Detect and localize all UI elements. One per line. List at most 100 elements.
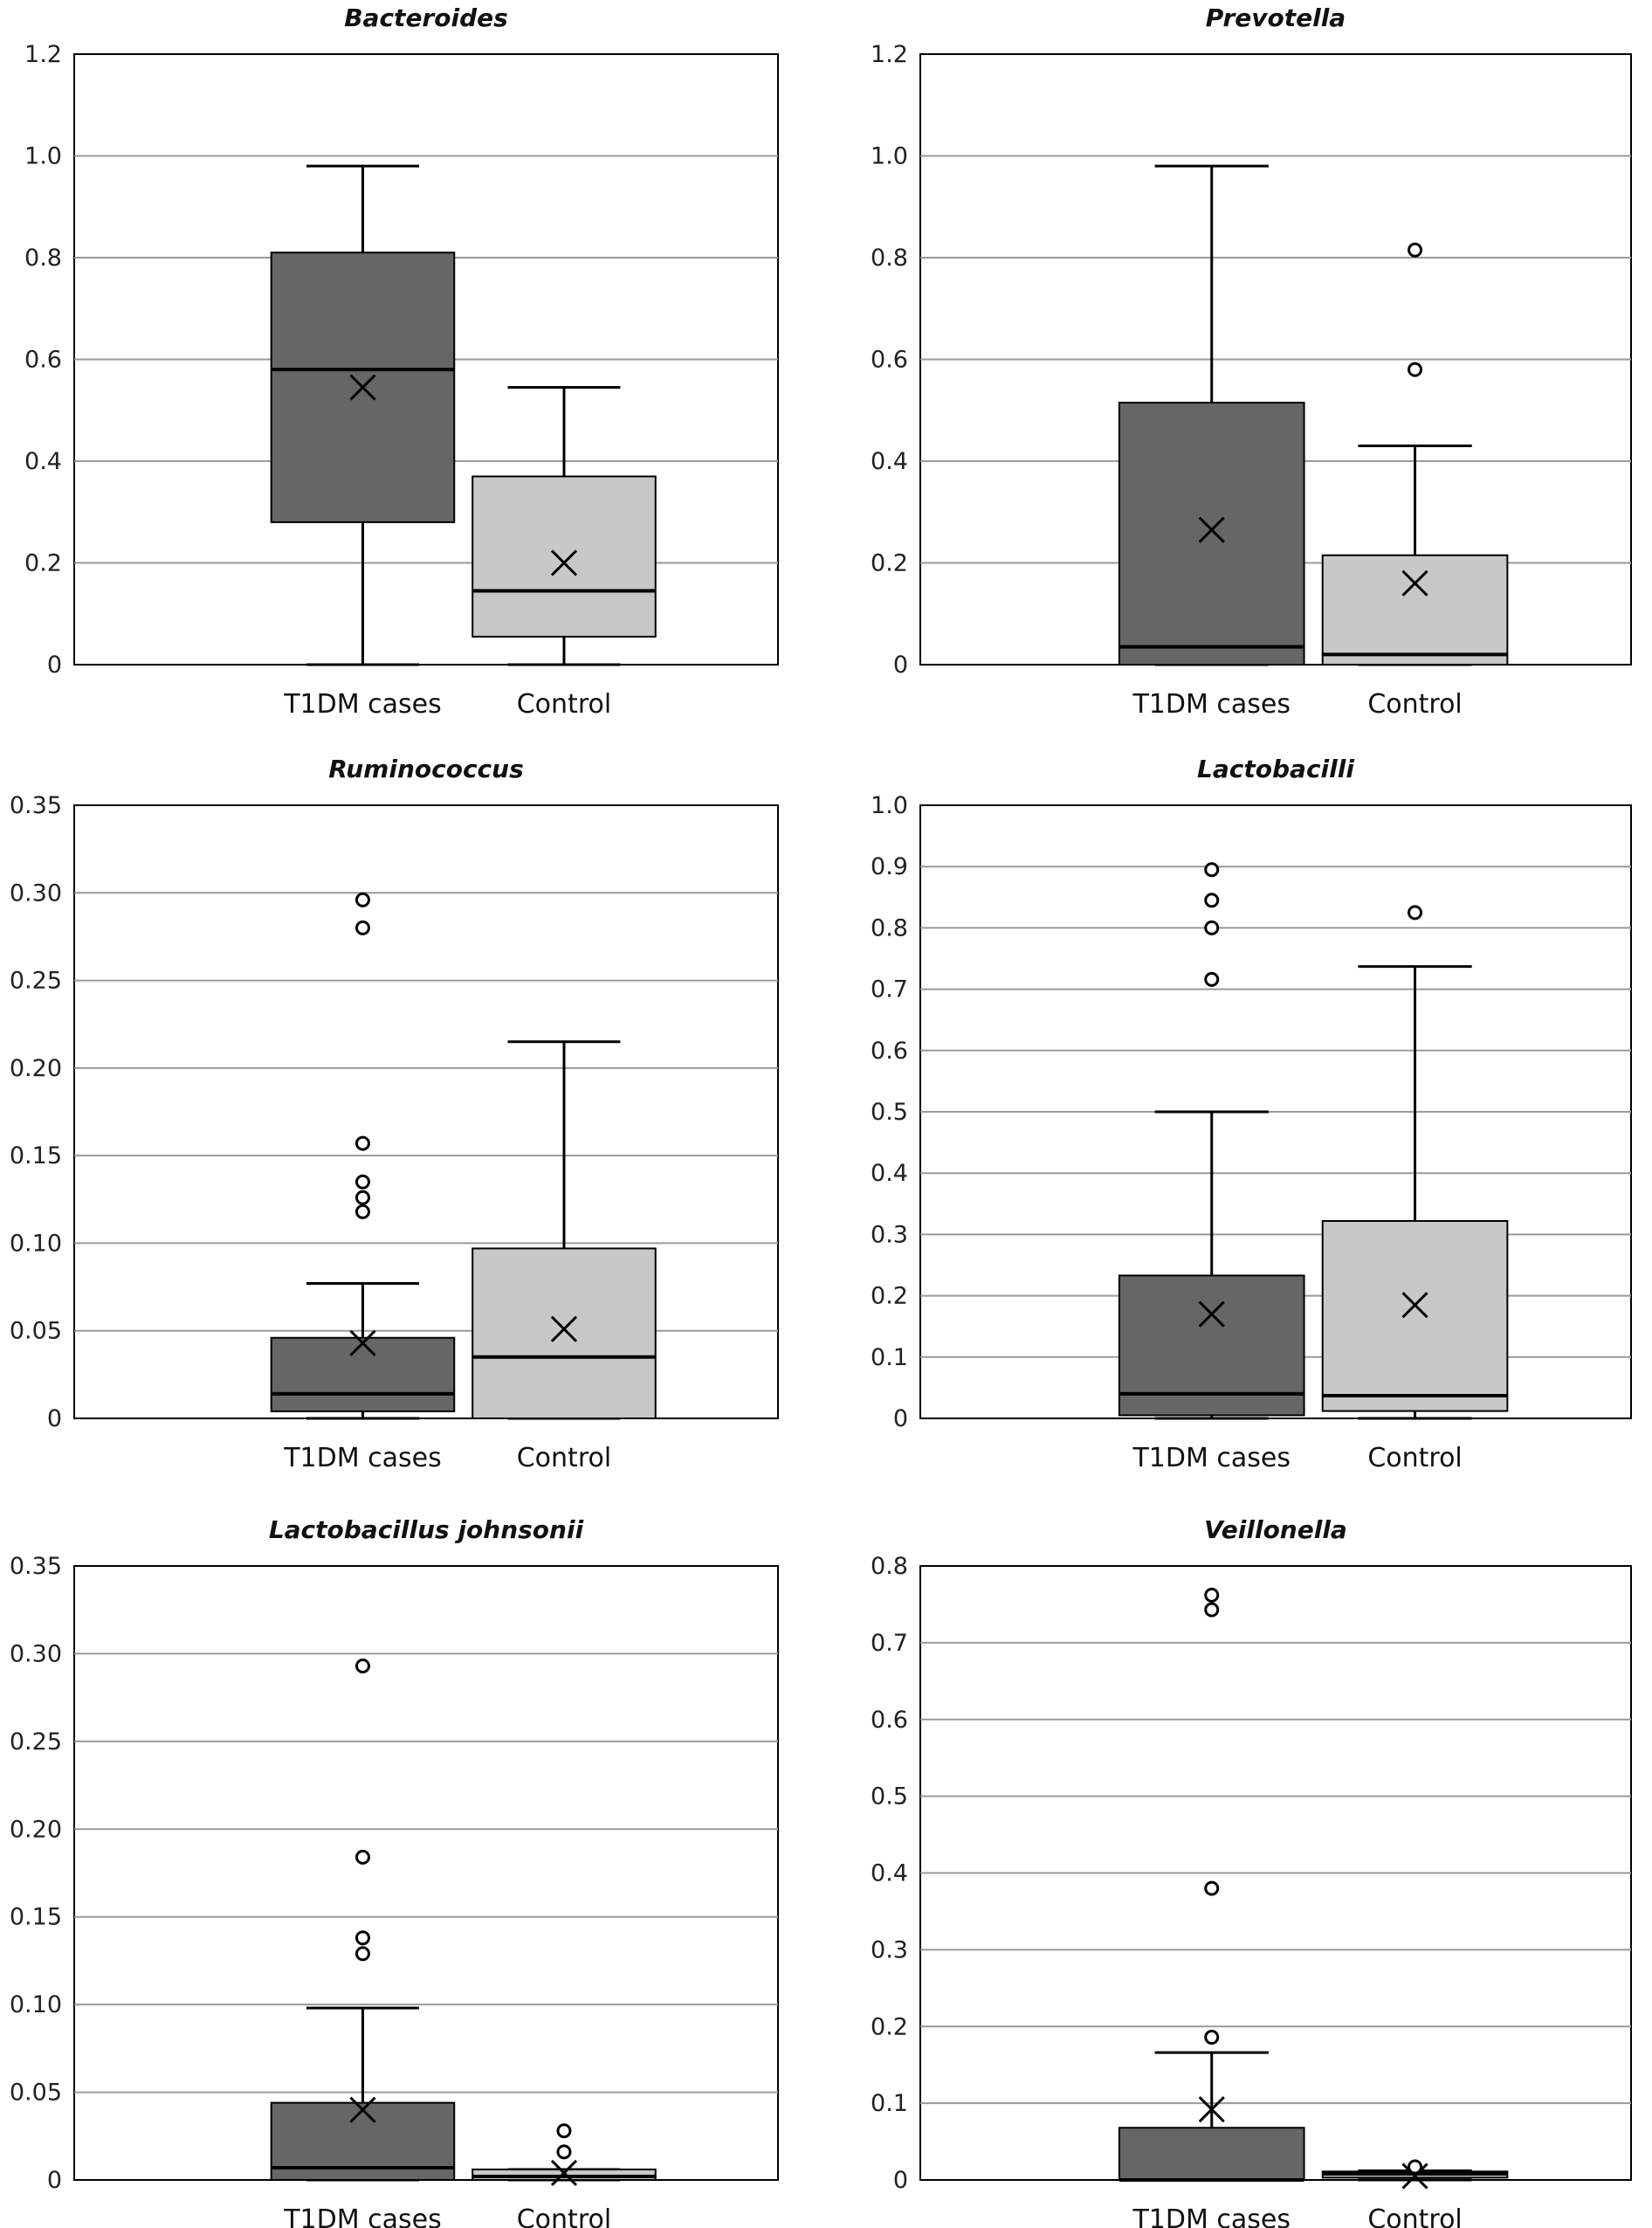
outlier-point xyxy=(1204,1587,1220,1603)
y-tick-label: 0 xyxy=(893,2167,908,2194)
box-iqr xyxy=(472,1247,657,1419)
category-label: Control xyxy=(1367,1443,1462,1473)
box-control xyxy=(472,1040,657,1420)
y-tick-label: 0 xyxy=(47,1405,62,1432)
category-label: T1DM cases xyxy=(283,1443,442,1473)
box-iqr xyxy=(472,475,657,638)
outlier-point xyxy=(1408,362,1423,377)
outlier-point xyxy=(354,1930,370,1946)
category-label: Control xyxy=(517,1443,611,1473)
y-tick-label: 1.0 xyxy=(871,792,908,819)
box-t1dm-cases xyxy=(1118,862,1305,1420)
box-iqr xyxy=(1321,1219,1509,1412)
outlier-point xyxy=(354,1174,370,1190)
category-label: T1DM cases xyxy=(1132,689,1291,720)
chart-title: Lactobacilli xyxy=(1197,755,1354,783)
mean-marker xyxy=(550,1315,578,1342)
panel-bacteroides: 0 0.2 0.4 0.6 0.8 1.0 1.2 Bacteroides T1DM cases… xyxy=(24,3,779,720)
y-tick-label: 0.15 xyxy=(10,1142,62,1169)
outlier-point xyxy=(354,1658,370,1673)
y-tick-label: 0.3 xyxy=(871,1936,908,1963)
category-label: T1DM cases xyxy=(283,2204,442,2228)
mean-marker xyxy=(349,374,376,401)
outlier-point xyxy=(354,1135,370,1151)
mean-marker xyxy=(550,2159,578,2187)
outlier-point xyxy=(354,1204,370,1219)
box-control xyxy=(472,2123,657,2187)
box-t1dm-cases xyxy=(270,892,456,1420)
y-tick-label: 0.6 xyxy=(871,1038,908,1065)
y-tick-label: 0.05 xyxy=(10,1318,62,1345)
y-tick-label: 0.6 xyxy=(871,347,908,374)
mean-marker xyxy=(1198,516,1225,543)
outlier-point xyxy=(354,1849,370,1865)
outlier-point xyxy=(1204,2030,1220,2045)
panel-veillonella: 0 0.1 0.2 0.3 0.4 0.5 0.6 0.7 0.8 Veillonella T1DM… xyxy=(871,1515,1632,2228)
y-tick-label: 0 xyxy=(47,652,62,679)
category-label: T1DM cases xyxy=(1132,2204,1291,2228)
chart-title: Bacteroides xyxy=(344,3,508,32)
outlier-point xyxy=(556,2144,572,2160)
category-label: T1DM cases xyxy=(283,689,442,720)
mean-marker xyxy=(1401,2162,1428,2190)
y-tick-label: 0.05 xyxy=(10,2080,62,2107)
panel-ruminococcus: 0 0.05 0.10 0.15 0.20 0.25 0.30 0.35 Ruminococcu… xyxy=(10,755,779,1473)
box-control xyxy=(1321,905,1509,1420)
y-tick-label: 0.25 xyxy=(10,1728,62,1755)
y-tick-label: 0.6 xyxy=(871,1707,908,1734)
box-t1dm-cases xyxy=(1118,1587,1305,2182)
panel-prevotella: 0 0.2 0.4 0.6 0.8 1.0 1.2 Prevotella T1DM cases C… xyxy=(871,3,1632,720)
y-tick-label: 0.8 xyxy=(871,245,908,272)
y-tick-label: 0.30 xyxy=(10,879,62,907)
box-control xyxy=(472,386,657,666)
y-tick-label: 0.1 xyxy=(871,2090,908,2117)
box-t1dm-cases xyxy=(270,164,456,666)
y-tick-label: 0.10 xyxy=(10,1991,62,2018)
y-tick-label: 0.7 xyxy=(871,1630,908,1657)
category-label: Control xyxy=(517,2204,611,2228)
y-tick-label: 0 xyxy=(893,652,908,679)
y-tick-label: 0.10 xyxy=(10,1230,62,1257)
box-t1dm-cases xyxy=(1118,164,1305,666)
y-tick-label: 0.35 xyxy=(10,1553,62,1580)
box-iqr xyxy=(1321,554,1509,666)
outlier-point xyxy=(556,2123,572,2139)
y-tick-label: 0.6 xyxy=(24,347,62,374)
y-tick-label: 0.30 xyxy=(10,1640,62,1667)
chart-title: Ruminococcus xyxy=(328,755,524,783)
y-tick-label: 0.2 xyxy=(871,2013,908,2040)
box-t1dm-cases xyxy=(270,1658,456,2182)
outlier-point xyxy=(1408,905,1423,921)
outlier-point xyxy=(1204,893,1220,908)
y-tick-label: 0.9 xyxy=(871,853,908,880)
category-label: T1DM cases xyxy=(1132,1443,1291,1473)
outlier-point xyxy=(1204,971,1220,987)
outlier-point xyxy=(1204,920,1220,935)
box-control xyxy=(1321,242,1509,666)
outlier-point xyxy=(354,920,370,935)
y-tick-label: 0.8 xyxy=(871,914,908,942)
y-tick-label: 1.0 xyxy=(871,143,908,170)
y-tick-label: 0.35 xyxy=(10,792,62,819)
box-control xyxy=(1321,2159,1509,2190)
mean-marker xyxy=(1401,569,1428,597)
chart-title: Prevotella xyxy=(1206,3,1346,32)
mean-marker xyxy=(1198,2096,1225,2123)
mean-marker xyxy=(349,2096,376,2123)
outlier-point xyxy=(1204,862,1220,878)
panel-lactobacilli: 0 0.1 0.2 0.3 0.4 0.5 0.6 0.7 0.8 0.9 1.0 Lactobaci… xyxy=(871,755,1632,1473)
outlier-point xyxy=(354,892,370,907)
outlier-point xyxy=(1408,242,1423,258)
y-tick-label: 0.15 xyxy=(10,1904,62,1931)
chart-title: Lactobacillus johnsonii xyxy=(269,1515,584,1544)
outlier-point xyxy=(354,1946,370,1962)
category-label: Control xyxy=(1367,2204,1462,2228)
y-tick-label: 0.5 xyxy=(871,1099,908,1126)
y-tick-label: 0.1 xyxy=(871,1344,908,1371)
mean-marker xyxy=(349,1329,376,1356)
y-tick-label: 0.25 xyxy=(10,968,62,995)
mean-marker xyxy=(1401,1292,1428,1319)
y-tick-label: 0.4 xyxy=(24,448,62,475)
y-tick-label: 0.20 xyxy=(10,1816,62,1843)
